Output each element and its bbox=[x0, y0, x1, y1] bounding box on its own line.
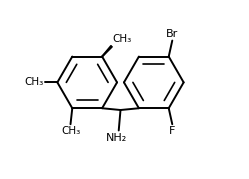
Text: F: F bbox=[169, 126, 176, 136]
Text: NH₂: NH₂ bbox=[106, 133, 127, 143]
Text: CH₃: CH₃ bbox=[112, 35, 131, 44]
Text: CH₃: CH₃ bbox=[61, 126, 80, 136]
Text: Br: Br bbox=[166, 29, 178, 39]
Text: CH₃: CH₃ bbox=[25, 77, 44, 87]
